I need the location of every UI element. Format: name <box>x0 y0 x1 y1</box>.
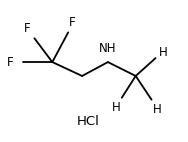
Text: H: H <box>153 103 162 116</box>
Text: NH: NH <box>99 42 117 55</box>
Text: H: H <box>159 46 168 59</box>
Text: H: H <box>111 101 120 114</box>
Text: F: F <box>24 22 31 35</box>
Text: HCl: HCl <box>77 115 99 128</box>
Text: F: F <box>69 16 75 29</box>
Text: F: F <box>7 56 14 69</box>
